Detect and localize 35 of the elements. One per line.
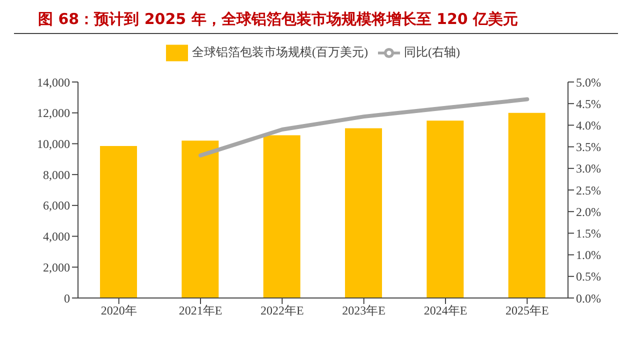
y2-tick-label: 1.5%: [576, 226, 601, 240]
x-tick-label: 2025年E: [505, 304, 549, 318]
x-tick-label: 2024年E: [424, 304, 468, 318]
y2-tick-label: 4.0%: [576, 118, 601, 132]
bar: [426, 120, 464, 298]
x-tick-label: 2020年: [100, 304, 137, 318]
y2-tick-label: 2.5%: [576, 183, 601, 198]
line-series: [198, 97, 530, 158]
y2-tick-label: 4.5%: [576, 96, 601, 111]
y2-tick-label: 0.5%: [576, 270, 601, 284]
y-tick-label: 12,000: [37, 106, 70, 120]
y2-tick-label: 1.0%: [576, 248, 601, 262]
legend-label: 同比(右轴): [404, 44, 460, 59]
y2-tick-label: 0.0%: [576, 291, 601, 306]
bar: [263, 135, 300, 298]
y2-tick-label: 5.0%: [576, 75, 601, 90]
y2-tick-label: 2.0%: [576, 204, 601, 219]
y-tick-label: 2,000: [43, 260, 70, 274]
bar: [182, 140, 219, 298]
bar: [508, 112, 546, 298]
y2-tick-label: 3.0%: [576, 162, 601, 176]
bar: [345, 128, 382, 298]
bar: [100, 146, 137, 298]
chart-title: 图 68：预计到 2025 年，全球铝箔包装市场规模将增长至 120 亿美元: [14, 8, 618, 34]
y-tick-label: 14,000: [37, 75, 70, 90]
legend-label: 全球铝箔包装市场规模(百万美元): [192, 44, 368, 59]
x-tick-label: 2021年E: [178, 304, 222, 318]
y2-tick-label: 3.5%: [576, 140, 601, 154]
y-tick-label: 6,000: [43, 198, 70, 213]
y-tick-label: 4,000: [43, 230, 70, 244]
y-tick-label: 8,000: [43, 168, 70, 182]
y-tick-label: 0: [64, 291, 70, 306]
x-tick-label: 2023年E: [342, 304, 386, 318]
y-tick-label: 10,000: [37, 136, 70, 151]
x-tick-label: 2022年E: [260, 304, 304, 318]
